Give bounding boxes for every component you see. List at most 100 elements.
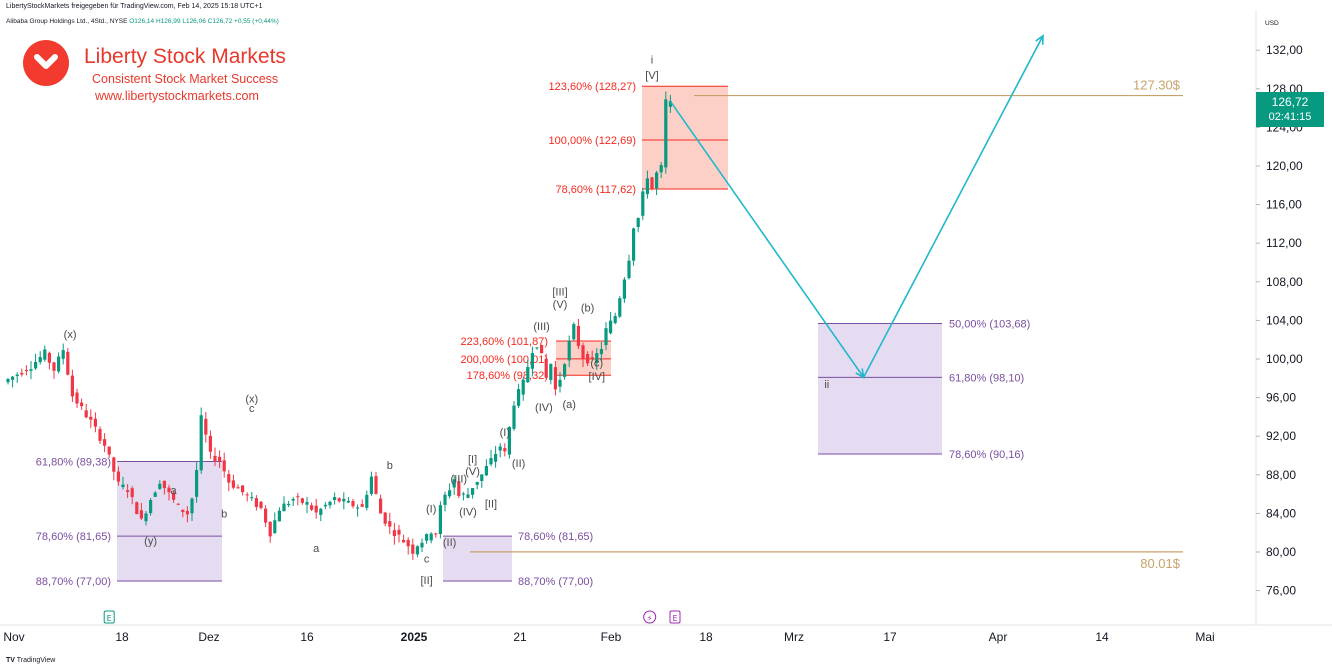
candle-body: [484, 466, 488, 476]
candle-body: [535, 347, 539, 349]
candle-body: [250, 497, 254, 499]
fib-zones-layer: 61,80% (89,38) 78,60% (81,65) 88,70% (77,0…: [36, 81, 1031, 588]
candle-body: [645, 178, 649, 195]
candle-body: [480, 474, 484, 481]
candles-layer: [6, 91, 672, 560]
candle-body: [116, 471, 120, 482]
wave-label: (II): [512, 458, 525, 470]
price-tick-label: 132,00: [1266, 43, 1303, 57]
candle-body: [452, 479, 456, 488]
candle-body: [181, 509, 185, 513]
candle-body: [406, 539, 410, 547]
candle-body: [268, 521, 272, 537]
candle-body: [273, 520, 277, 534]
candle-body: [374, 476, 378, 494]
price-tick-label: 120,00: [1266, 159, 1303, 173]
symbol-line[interactable]: Alibaba Group Holdings Ltd., 4Std., NYSE…: [6, 18, 279, 25]
candle-body: [296, 496, 300, 498]
candle-body: [98, 429, 102, 441]
zone-feb-top-box[interactable]: [642, 86, 728, 189]
fib-level-label: 178,60% (98,32): [467, 370, 548, 382]
candle-body: [112, 457, 116, 472]
candle-body: [126, 490, 130, 492]
candle-body: [365, 494, 369, 508]
candle-body: [448, 490, 452, 497]
wave-label: (V): [465, 466, 480, 478]
candle-body: [466, 494, 470, 498]
fib-level-label: 123,60% (128,27): [549, 81, 636, 93]
wave-label: (IV): [459, 506, 477, 518]
price-tick-label: 80,00: [1266, 545, 1296, 559]
wave-label: b: [221, 508, 227, 520]
candle-body: [305, 502, 309, 505]
price-tick-label: 104,00: [1266, 313, 1303, 327]
wave-label: [II]: [485, 499, 497, 511]
candle-body: [254, 498, 258, 507]
candle-body: [379, 498, 383, 514]
candle-body: [595, 353, 599, 363]
candle-body: [609, 320, 613, 334]
price-tick-label: 116,00: [1266, 198, 1302, 212]
candle-body: [75, 392, 79, 404]
candle-body: [139, 510, 143, 519]
tradingview-icon: TV: [6, 657, 15, 664]
price-axis[interactable]: 76,00 80,00 84,00 88,00 92,00 96,00 100,00 104,…: [1255, 10, 1303, 625]
candle-body: [199, 415, 203, 471]
brand-subtitle: Consistent Stock Market Success: [92, 72, 279, 86]
time-tick-label: 17: [883, 630, 897, 644]
event-markers-layer[interactable]: E ⚡ E: [103, 610, 681, 624]
candle-body: [204, 418, 208, 435]
time-tick-label: Nov: [3, 630, 24, 644]
zone-jan-box[interactable]: [443, 536, 512, 581]
earnings-marker-icon[interactable]: [669, 610, 681, 624]
time-axis[interactable]: Nov 18 Dez 16 2025 21 Feb 18 Mrz 17 Apr 14 Mai: [0, 624, 1332, 644]
symbol-name[interactable]: Alibaba Group Holdings Ltd., 4Std., NYSE: [6, 18, 128, 25]
tradingview-label: TradingView: [16, 657, 56, 664]
price-tick-label: 108,00: [1266, 275, 1303, 289]
price-tick-label: 112,00: [1266, 236, 1302, 250]
candle-body: [438, 505, 442, 535]
candle-body: [80, 402, 84, 407]
currency-label: USD: [1265, 20, 1279, 27]
time-tick-label: 2025: [401, 630, 428, 644]
liberty-logo: [23, 40, 69, 86]
candle-body: [572, 324, 576, 340]
zone-nov-box[interactable]: [117, 461, 222, 581]
candle-body: [668, 101, 672, 107]
tradingview-logo[interactable]: TV TradingView: [6, 657, 55, 664]
time-tick-label: Mai: [1195, 630, 1214, 644]
candle-body: [576, 325, 580, 347]
wave-label: (IV): [535, 402, 553, 414]
time-tick-label: Apr: [989, 630, 1008, 644]
chevron-down-icon: [34, 54, 58, 69]
candle-body: [411, 544, 415, 554]
candle-body: [6, 378, 10, 383]
wave-labels-layer: (x)a(y)b(x)cab(I)(II)c[II](III)[I](V)(IV…: [64, 55, 830, 587]
candle-body: [245, 494, 249, 496]
candle-body: [57, 356, 61, 372]
candle-body: [323, 504, 327, 507]
zone-target-box[interactable]: [818, 323, 942, 454]
fib-level-label: 78,60% (117,62): [555, 184, 636, 196]
dividend-marker-icon[interactable]: [643, 610, 657, 624]
fib-level-label: 78,60% (90,16): [949, 449, 1024, 461]
candle-body: [287, 503, 291, 506]
candle-body: [190, 498, 194, 514]
time-tick-label: Mrz: [784, 630, 804, 644]
candle-body: [650, 177, 654, 190]
projection-arrowhead-up: [1035, 34, 1044, 45]
time-tick-label: 18: [115, 630, 129, 644]
brand-url[interactable]: www.libertystockmarkets.com: [95, 89, 259, 103]
wave-label: a: [171, 485, 178, 497]
time-tick-label: 14: [1095, 630, 1109, 644]
candle-body: [29, 369, 33, 371]
candle-body: [213, 455, 217, 462]
candle-body: [337, 498, 341, 502]
candle-body: [471, 488, 475, 495]
candle-body: [328, 501, 332, 506]
candle-body: [489, 458, 493, 465]
candle-body: [11, 376, 15, 380]
earnings-marker-icon[interactable]: [103, 610, 115, 624]
fib-level-label: 223,60% (101,87): [461, 336, 548, 348]
